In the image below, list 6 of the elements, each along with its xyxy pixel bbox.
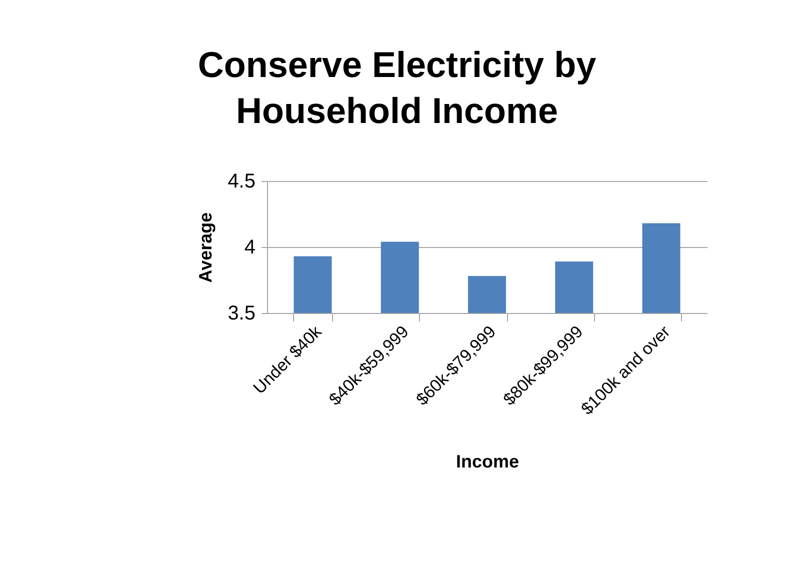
- y-tick-label: 3.5: [228, 302, 256, 324]
- y-tick-label: 4: [244, 236, 256, 258]
- x-axis-title: Income: [456, 452, 520, 472]
- y-axis-title: Average: [196, 212, 216, 283]
- chart-title: Conserve Electricity by Household Income: [198, 44, 596, 131]
- y-tick-label: 4.5: [228, 170, 256, 192]
